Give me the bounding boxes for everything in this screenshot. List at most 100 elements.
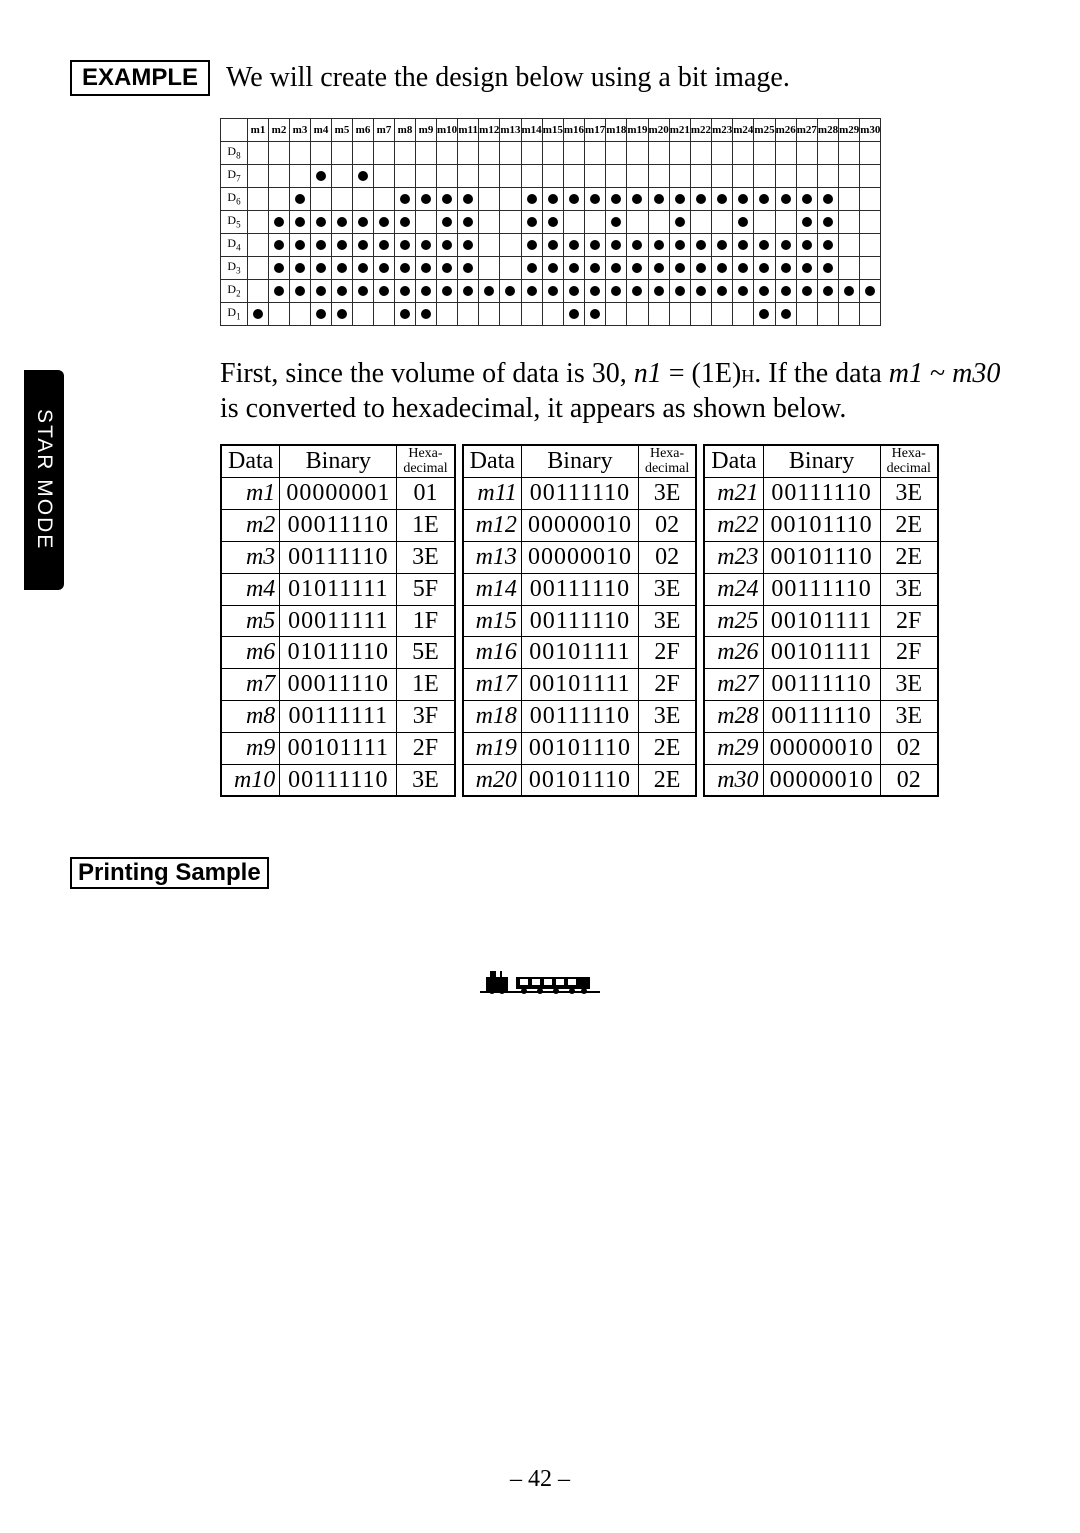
bit-grid-cell <box>775 234 796 257</box>
table-row: m290000001002 <box>704 732 938 764</box>
bit-grid-cell <box>690 142 711 165</box>
bit-dot-icon <box>463 217 473 227</box>
bit-grid-cell <box>606 211 627 234</box>
bit-grid-cell <box>395 280 416 303</box>
cell-binary: 00111110 <box>521 700 638 732</box>
bit-grid-cell <box>269 257 290 280</box>
bit-grid-cell <box>332 257 353 280</box>
bit-grid-row-label: D1 <box>221 303 248 326</box>
bit-grid-cell <box>860 211 881 234</box>
bit-grid-cell <box>733 165 754 188</box>
cell-data: m16 <box>463 637 522 669</box>
bit-dot-icon <box>611 263 621 273</box>
bit-grid-cell <box>416 165 437 188</box>
table-row: m11001111103E <box>463 478 697 510</box>
cell-data: m20 <box>463 764 522 796</box>
bit-grid-col-header: m15 <box>542 119 563 142</box>
bit-grid-cell <box>521 280 542 303</box>
bit-dot-icon <box>295 240 305 250</box>
cell-hex: 01 <box>397 478 455 510</box>
bit-dot-icon <box>400 240 410 250</box>
bit-grid-cell <box>479 142 500 165</box>
bit-grid-row-label: D8 <box>221 142 248 165</box>
bit-grid-cell <box>416 234 437 257</box>
bit-grid-cell <box>374 188 395 211</box>
bit-grid-cell <box>648 211 669 234</box>
bit-grid-cell <box>437 280 458 303</box>
cell-binary: 00101111 <box>521 669 638 701</box>
bit-grid-cell <box>754 234 775 257</box>
table-row: m16001011112F <box>463 637 697 669</box>
bit-grid-cell <box>395 165 416 188</box>
bit-dot-icon <box>738 194 748 204</box>
bit-grid-cell <box>627 165 648 188</box>
bit-grid-cell <box>374 165 395 188</box>
bit-grid-cell <box>416 303 437 326</box>
bit-grid-cell <box>458 280 479 303</box>
cell-binary: 00000001 <box>280 478 397 510</box>
bit-grid-cell <box>563 142 584 165</box>
cell-hex: 3E <box>638 700 696 732</box>
bit-grid-cell <box>353 257 374 280</box>
bit-grid-cell <box>479 280 500 303</box>
bit-grid-cell <box>521 188 542 211</box>
bit-grid-cell <box>775 211 796 234</box>
bit-grid-cell <box>690 211 711 234</box>
bit-grid-row-label: D6 <box>221 188 248 211</box>
data-table-3: DataBinaryHexa-decimalm21001111103Em2200… <box>703 444 939 797</box>
cell-hex: 3E <box>880 669 938 701</box>
cell-hex: 1E <box>397 510 455 542</box>
table-row: m25001011112F <box>704 605 938 637</box>
table-row: m120000001002 <box>463 510 697 542</box>
cell-data: m15 <box>463 605 522 637</box>
bit-dot-icon <box>590 240 600 250</box>
bit-grid-cell <box>648 280 669 303</box>
bit-grid-cell <box>248 142 269 165</box>
bit-grid-col-header: m7 <box>374 119 395 142</box>
bit-dot-icon <box>823 240 833 250</box>
table-row: m10000000101 <box>221 478 455 510</box>
bit-grid-cell <box>839 142 860 165</box>
bit-grid-cell <box>395 234 416 257</box>
bit-dot-icon <box>696 240 706 250</box>
cell-hex: 3E <box>880 478 938 510</box>
bit-grid-cell <box>606 280 627 303</box>
bit-grid-cell <box>648 257 669 280</box>
bit-grid-row-label: D7 <box>221 165 248 188</box>
bit-dot-icon <box>823 217 833 227</box>
cell-hex: 1E <box>397 669 455 701</box>
bit-grid-cell <box>775 257 796 280</box>
cell-hex: 02 <box>880 764 938 796</box>
bit-dot-icon <box>738 263 748 273</box>
bit-dot-icon <box>632 263 642 273</box>
bit-grid-cell <box>416 188 437 211</box>
cell-hex: 2E <box>638 732 696 764</box>
bit-grid-col-header: m11 <box>458 119 479 142</box>
bit-grid-cell <box>775 303 796 326</box>
cell-binary: 00101111 <box>280 732 397 764</box>
bit-grid-cell <box>248 188 269 211</box>
bit-grid-cell <box>374 303 395 326</box>
content-region: m1m2m3m4m5m6m7m8m9m10m11m12m13m14m15m16m… <box>220 118 1010 797</box>
bit-grid-cell <box>374 142 395 165</box>
explain-eq: = (1E) <box>662 358 742 389</box>
bit-grid-cell <box>332 142 353 165</box>
bit-dot-icon <box>738 240 748 250</box>
bit-grid-cell <box>563 280 584 303</box>
cell-binary: 01011111 <box>280 573 397 605</box>
bit-dot-icon <box>569 240 579 250</box>
bit-dot-icon <box>316 286 326 296</box>
bit-grid-cell <box>817 165 838 188</box>
table-row: m21001111103E <box>704 478 938 510</box>
bit-grid-cell <box>248 211 269 234</box>
bit-dot-icon <box>295 286 305 296</box>
cell-data: m13 <box>463 541 522 573</box>
bit-grid-cell <box>606 188 627 211</box>
bit-dot-icon <box>379 240 389 250</box>
bit-grid-cell <box>458 142 479 165</box>
bit-dot-icon <box>738 217 748 227</box>
bit-grid-cell <box>563 211 584 234</box>
th-binary: Binary <box>521 445 638 478</box>
bit-grid-col-header: m1 <box>248 119 269 142</box>
printing-sample-label: Printing Sample <box>70 857 269 889</box>
